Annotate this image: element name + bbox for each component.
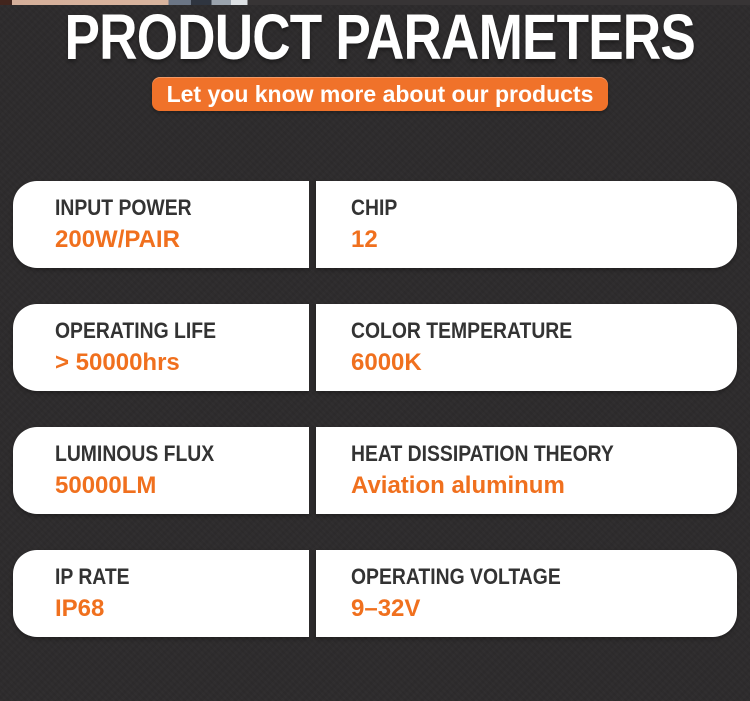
spec-card-input-power: INPUT POWER 200W/PAIR [13, 181, 309, 268]
param-value: 6000K [351, 349, 422, 377]
subtitle-banner: Let you know more about our products [152, 77, 608, 111]
card-divider [309, 304, 316, 391]
spec-card-chip: CHIP 12 [316, 181, 737, 268]
param-label: CHIP [351, 195, 398, 221]
param-label: IP RATE [55, 564, 130, 590]
spec-card-ip-rate: IP RATE IP68 [13, 550, 309, 637]
spec-card-operating-life: OPERATING LIFE > 50000hrs [13, 304, 309, 391]
param-value: 9–32V [351, 595, 421, 623]
spec-row-life-temperature: OPERATING LIFE > 50000hrs COLOR TEMPERAT… [13, 304, 737, 391]
spec-row-input-power-chip: INPUT POWER 200W/PAIR CHIP 12 [13, 181, 737, 268]
photo-edge-strip [0, 0, 750, 5]
param-label: COLOR TEMPERATURE [351, 318, 573, 344]
param-value: 200W/PAIR [55, 226, 180, 254]
section-title: PRODUCT PARAMETERS [0, 1, 750, 73]
param-value: Aviation aluminum [351, 472, 565, 500]
param-value: 12 [351, 226, 378, 254]
param-label: OPERATING VOLTAGE [351, 564, 561, 590]
param-label: OPERATING LIFE [55, 318, 216, 344]
spec-row-ip-voltage: IP RATE IP68 OPERATING VOLTAGE 9–32V [13, 550, 737, 637]
card-divider [309, 427, 316, 514]
spec-card-color-temperature: COLOR TEMPERATURE 6000K [316, 304, 737, 391]
subtitle-text: Let you know more about our products [166, 80, 594, 107]
spec-row-flux-heat: LUMINOUS FLUX 50000LM HEAT DISSIPATION T… [13, 427, 737, 514]
section-title-text: PRODUCT PARAMETERS [64, 1, 696, 73]
param-value: 50000LM [55, 472, 157, 500]
param-label: HEAT DISSIPATION THEORY [351, 441, 614, 467]
param-value: IP68 [55, 595, 105, 623]
card-divider [309, 181, 316, 268]
param-value: > 50000hrs [55, 349, 180, 377]
spec-card-operating-voltage: OPERATING VOLTAGE 9–32V [316, 550, 737, 637]
spec-card-heat-dissipation: HEAT DISSIPATION THEORY Aviation aluminu… [316, 427, 737, 514]
param-label: LUMINOUS FLUX [55, 441, 215, 467]
spec-card-luminous-flux: LUMINOUS FLUX 50000LM [13, 427, 309, 514]
spec-rows: INPUT POWER 200W/PAIR CHIP 12 OPERATING … [13, 181, 737, 637]
param-label: INPUT POWER [55, 195, 192, 221]
card-divider [309, 550, 316, 637]
